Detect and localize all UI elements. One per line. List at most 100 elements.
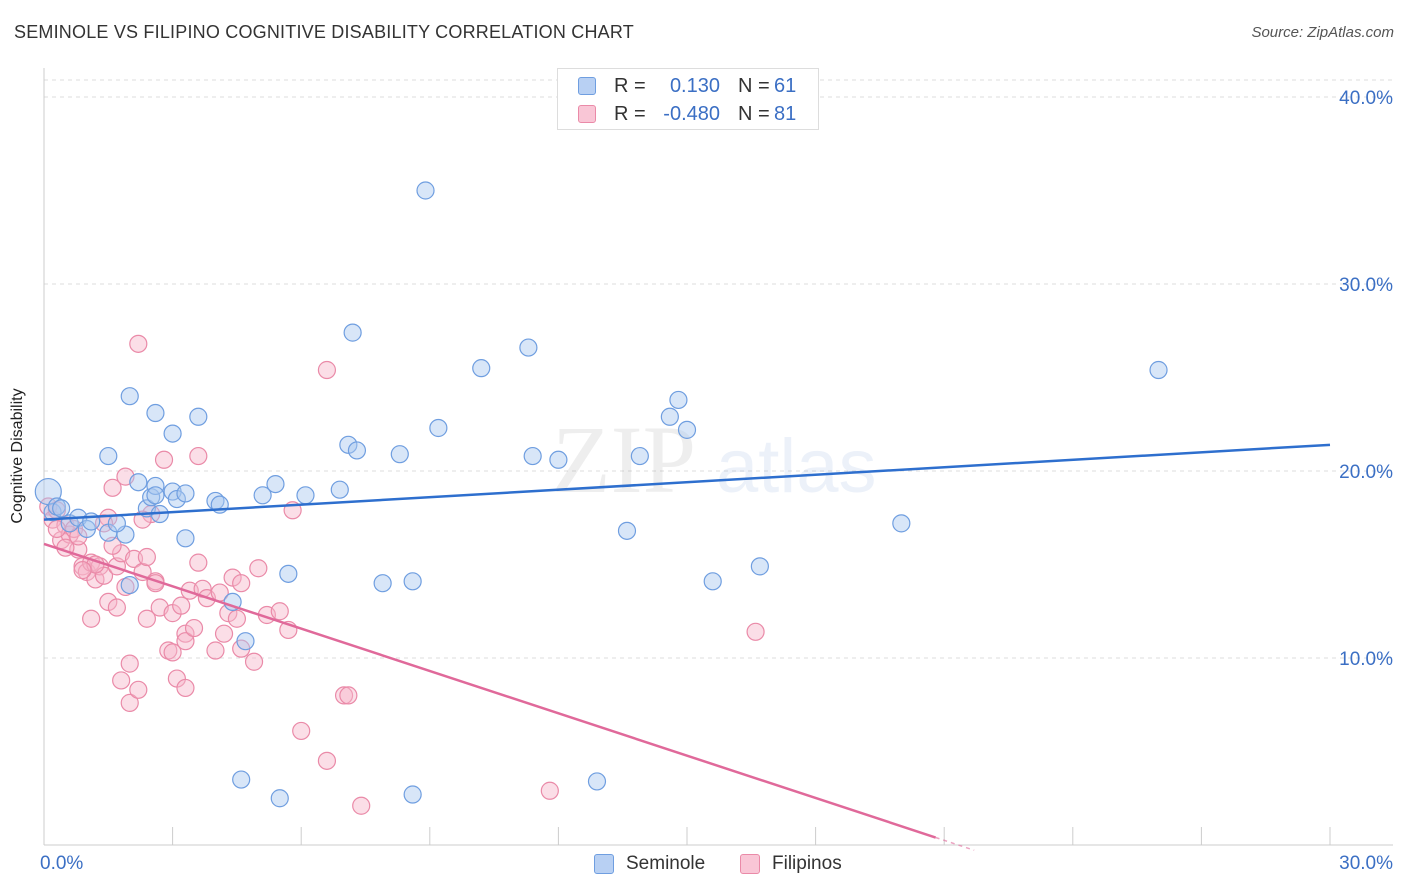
- seminole-point: [660, 407, 679, 426]
- seminole-point: [703, 572, 722, 591]
- y-tick-label: 20.0%: [1339, 462, 1393, 483]
- seminole-point: [347, 441, 367, 460]
- watermark-zip: ZIP: [552, 406, 696, 513]
- y-tick-label: 30.0%: [1339, 275, 1393, 296]
- seminole-point: [107, 514, 126, 533]
- seminole-point: [176, 529, 195, 548]
- seminole-point: [403, 785, 422, 804]
- seminole-point: [669, 390, 688, 410]
- filipinos-point: [120, 654, 139, 673]
- seminole-point: [416, 181, 435, 200]
- seminole-point: [523, 446, 542, 466]
- seminole-point: [52, 499, 71, 518]
- filipinos-point: [176, 632, 195, 651]
- filipinos-point: [163, 643, 182, 662]
- seminole-swatch: [578, 77, 596, 95]
- filipinos-point: [129, 680, 148, 699]
- filipinos-point: [73, 561, 92, 580]
- seminole-point: [146, 476, 165, 496]
- seminole-point: [253, 486, 272, 505]
- y-tick-label: 10.0%: [1339, 649, 1393, 670]
- seminole-trend-line: [43, 443, 1331, 521]
- seminole-point: [232, 770, 251, 789]
- seminole-point: [617, 521, 637, 540]
- filipinos-point: [317, 360, 337, 380]
- stats-row-seminole: R = 0.130 N = 61: [558, 73, 818, 101]
- seminole-point: [120, 575, 139, 595]
- filipinos-point: [227, 609, 246, 628]
- x-tick-label: 0.0%: [40, 853, 83, 874]
- filipinos-point: [129, 334, 148, 353]
- filipinos-point: [82, 609, 101, 628]
- seminole-point: [176, 484, 195, 503]
- seminole-point: [549, 450, 568, 469]
- filipinos-point: [352, 796, 371, 815]
- seminole-point: [296, 486, 315, 505]
- filipinos-point: [249, 559, 268, 578]
- y-tick-label: 40.0%: [1339, 88, 1393, 109]
- seminole-point: [163, 424, 182, 443]
- seminole-point: [519, 338, 538, 357]
- seminole-point: [99, 446, 118, 466]
- filipinos-point: [206, 641, 225, 660]
- tick-labels: 10.0% 20.0% 30.0% 40.0% 0.0% 30.0%: [40, 88, 1393, 874]
- seminole-point: [189, 407, 208, 426]
- seminole-point: [587, 772, 607, 791]
- seminole-point: [630, 446, 649, 466]
- filipinos-point: [137, 547, 156, 567]
- seminole-point: [129, 473, 148, 492]
- filipinos-swatch: [578, 105, 596, 123]
- seminole-point: [146, 486, 165, 505]
- filipinos-points: [39, 334, 765, 815]
- seminole-point: [270, 789, 289, 808]
- filipinos-point: [154, 450, 174, 469]
- stats-legend: R = 0.130 N = 61 R = -0.480 N = 81: [557, 68, 819, 130]
- filipinos-point: [339, 686, 358, 705]
- n-value: 61: [774, 75, 797, 97]
- seminole-point: [429, 418, 448, 438]
- filipinos-point: [270, 602, 289, 621]
- filipinos-point: [244, 652, 264, 671]
- series-legend: Seminole Filipinos: [0, 852, 1406, 878]
- r-label: R =: [614, 103, 646, 125]
- trend-lines: [43, 443, 1331, 851]
- r-label: R =: [614, 75, 646, 97]
- seminole-point: [146, 403, 165, 423]
- filipinos-point: [176, 678, 195, 698]
- seminole-point: [677, 420, 697, 439]
- filipinos-point: [184, 618, 204, 638]
- legend-label: Filipinos: [772, 853, 842, 874]
- seminole-point: [1149, 360, 1168, 380]
- filipinos-point: [120, 693, 139, 712]
- watermark-atlas: atlas: [716, 424, 877, 509]
- seminole-point: [266, 474, 285, 494]
- seminole-points: [34, 181, 1168, 808]
- legend-label: Seminole: [626, 853, 706, 874]
- grid-lines: [44, 79, 1393, 659]
- filipinos-point: [232, 574, 251, 593]
- filipinos-point: [172, 596, 191, 615]
- r-value: -0.480: [663, 103, 720, 125]
- filipinos-swatch: [740, 854, 760, 874]
- filipinos-point: [334, 686, 354, 705]
- seminole-point: [343, 323, 362, 342]
- filipinos-point: [746, 622, 765, 641]
- chart-title: SEMINOLE VS FILIPINO COGNITIVE DISABILIT…: [14, 22, 634, 42]
- stats-row-filipinos: R = -0.480 N = 81: [558, 101, 818, 129]
- seminole-point: [750, 557, 769, 576]
- filipinos-point: [189, 446, 208, 466]
- n-label: N =: [738, 103, 770, 125]
- x-tick-label: 30.0%: [1339, 853, 1393, 874]
- seminole-point: [330, 480, 349, 499]
- seminole-point: [892, 514, 911, 533]
- n-label: N =: [738, 75, 770, 97]
- filipinos-point: [540, 781, 559, 800]
- seminole-point: [472, 359, 491, 378]
- r-value: 0.130: [669, 75, 720, 97]
- seminole-point: [373, 574, 392, 593]
- filipinos-point: [317, 751, 337, 770]
- n-value: 81: [774, 103, 797, 125]
- watermark: ZIP atlas: [552, 406, 877, 513]
- seminole-point: [236, 632, 255, 651]
